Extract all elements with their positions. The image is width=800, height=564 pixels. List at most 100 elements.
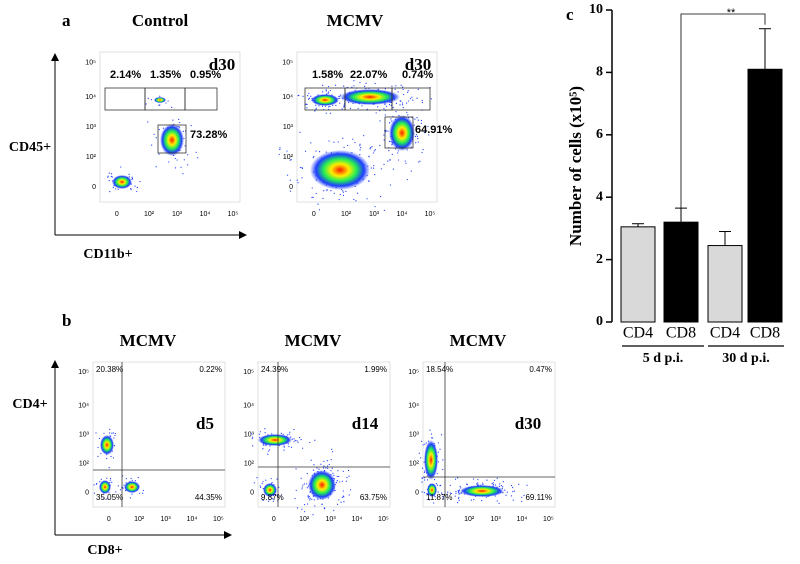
- cell-dot: [331, 467, 333, 469]
- cell-dot: [113, 445, 116, 447]
- cell-dot: [401, 104, 404, 106]
- cell-dot: [333, 474, 335, 477]
- cell-dot: [313, 155, 315, 158]
- cell-dot: [359, 144, 361, 147]
- cell-dot: [108, 180, 110, 182]
- cell-dot: [278, 486, 280, 488]
- cell-dot: [496, 477, 498, 479]
- cell-dot: [512, 499, 514, 501]
- cell-dot: [336, 475, 338, 478]
- cell-dot: [343, 500, 345, 503]
- y-tick-label: 2: [596, 252, 603, 267]
- cell-dot: [100, 453, 102, 455]
- cell-dot: [308, 92, 310, 95]
- cell-dot: [256, 477, 258, 479]
- cell-dot: [365, 82, 367, 84]
- cell-dot: [328, 85, 330, 88]
- plot-title: Control: [132, 11, 189, 30]
- cell-dot: [352, 138, 354, 140]
- cell-dot: [310, 142, 312, 144]
- density-blob: [263, 483, 277, 497]
- y-tick-label: 0: [415, 489, 419, 496]
- cell-dot: [496, 500, 498, 502]
- cell-dot: [435, 483, 438, 485]
- cell-dot: [290, 446, 293, 448]
- cell-dot: [335, 482, 338, 484]
- cell-dot: [353, 85, 355, 87]
- cell-dot: [106, 477, 108, 479]
- cell-dot: [330, 470, 332, 472]
- cell-dot: [134, 480, 136, 482]
- cell-dot: [107, 176, 109, 178]
- cell-dot: [260, 498, 263, 500]
- cell-dot: [329, 105, 331, 108]
- cell-dot: [449, 492, 451, 494]
- cell-dot: [392, 107, 394, 109]
- cell-dot: [314, 439, 316, 441]
- cell-dot: [472, 478, 475, 480]
- cell-dot: [130, 189, 132, 191]
- cell-dot: [159, 95, 161, 97]
- cell-dot: [427, 125, 429, 128]
- cell-dot: [307, 98, 310, 100]
- cell-dot: [385, 129, 387, 131]
- density-blob: [310, 150, 370, 190]
- density-blob: [154, 97, 166, 103]
- quadrant-percent: 35.05%: [96, 493, 123, 502]
- cell-dot: [348, 475, 350, 477]
- cell-dot: [115, 491, 117, 493]
- cell-dot: [413, 124, 415, 126]
- cell-dot: [338, 198, 340, 201]
- cell-dot: [347, 469, 350, 472]
- y-tick-label: 10³: [86, 124, 97, 131]
- y-tick-label: 0: [289, 184, 293, 191]
- cell-dot: [309, 497, 311, 499]
- cell-dot: [404, 160, 406, 162]
- cell-dot: [111, 481, 113, 483]
- density-blob: [424, 440, 438, 480]
- cell-dot: [368, 155, 370, 157]
- x-tick-label: 0: [437, 516, 441, 523]
- cell-dot: [421, 151, 423, 154]
- cell-dot: [346, 476, 348, 479]
- cell-dot: [353, 80, 355, 82]
- density-blob: [99, 480, 111, 494]
- cell-dot: [251, 436, 254, 438]
- cell-dot: [106, 498, 108, 500]
- cell-dot: [108, 172, 110, 174]
- cell-dot: [481, 500, 483, 502]
- y-tick-label: 10²: [244, 460, 255, 467]
- cell-dot: [395, 102, 397, 104]
- cell-dot: [322, 467, 325, 469]
- cell-dot: [329, 112, 332, 114]
- day-label: d30: [209, 55, 235, 74]
- cell-dot: [338, 499, 340, 501]
- cell-dot: [440, 434, 443, 436]
- cell-dot: [130, 187, 132, 190]
- cell-dot: [394, 88, 396, 90]
- cell-dot: [341, 480, 343, 482]
- cell-dot: [271, 481, 273, 484]
- cell-dot: [112, 457, 115, 459]
- cell-dot: [342, 191, 344, 193]
- cell-dot: [423, 477, 425, 479]
- cell-dot: [339, 97, 341, 99]
- cell-dot: [333, 509, 335, 511]
- cell-dot: [399, 104, 401, 106]
- cell-dot: [372, 152, 374, 154]
- gate-percent: 2.14%: [110, 69, 141, 81]
- cell-dot: [261, 482, 263, 485]
- cell-dot: [279, 148, 281, 151]
- cell-dot: [343, 496, 345, 498]
- x-tick-label: 10⁴: [200, 211, 211, 218]
- cell-dot: [130, 477, 132, 480]
- cell-dot: [114, 432, 116, 435]
- cell-dot: [325, 90, 327, 92]
- cell-dot: [406, 102, 408, 104]
- cell-dot: [158, 153, 160, 155]
- cell-dot: [307, 494, 309, 496]
- cell-dot: [117, 188, 119, 190]
- cell-dot: [423, 471, 426, 473]
- cell-dot: [342, 97, 344, 99]
- cell-dot: [174, 167, 177, 169]
